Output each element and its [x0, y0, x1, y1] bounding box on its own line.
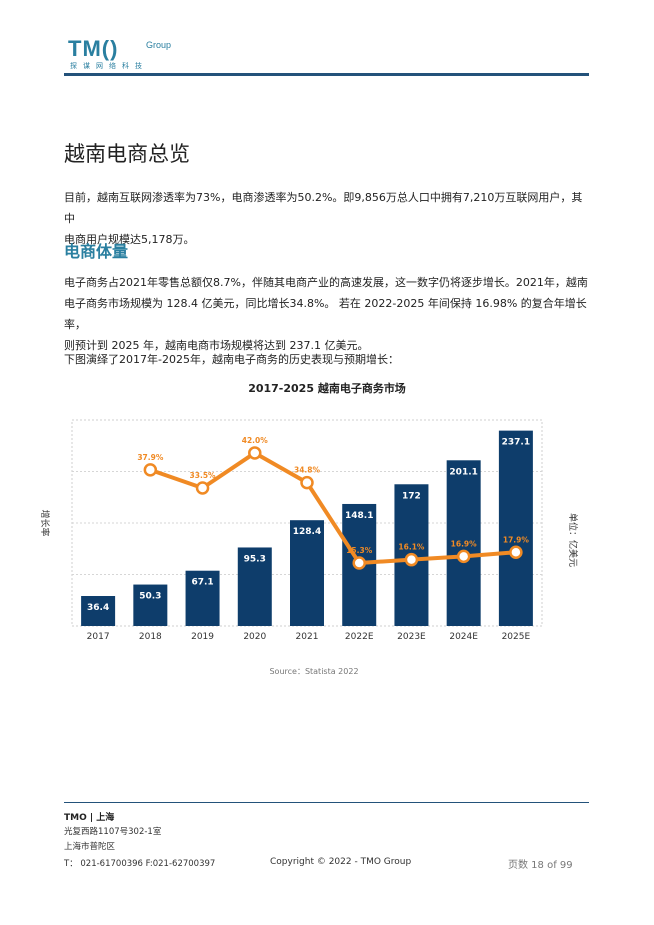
growth-point [456, 549, 471, 564]
bar [498, 430, 533, 626]
growth-value-label: 16.9% [451, 539, 478, 548]
bar [290, 520, 324, 626]
intro-paragraph: 目前，越南互联网渗透率为73%，电商渗透率为50.2%。即9,856万总人口中拥… [64, 187, 589, 250]
logo-wordmark: TM() [68, 36, 119, 61]
footer-address-line: 上海市普陀区 [64, 842, 116, 852]
bar-value-label: 50.3 [139, 592, 161, 602]
growth-value-label: 34.8% [294, 466, 321, 475]
section-heading: 电商体量 [64, 242, 129, 261]
growth-line [149, 450, 517, 565]
x-tick-label: 2017 [87, 632, 110, 642]
body-line: 则预计到 2025 年，越南电商市场规模将达到 237.1 亿美元。 [64, 339, 369, 352]
x-tick-label: 2019 [191, 632, 214, 642]
bar [133, 584, 168, 626]
bar-value-label: 172 [402, 491, 421, 501]
bar [237, 547, 272, 626]
growth-point [300, 475, 314, 490]
footer-address-line: 光复西路1107号302-1室 [64, 827, 162, 837]
growth-point [195, 481, 210, 495]
growth-value-label: 17.9% [503, 535, 530, 544]
bar-value-label: 95.3 [244, 554, 266, 564]
growth-point [404, 552, 419, 567]
x-tick-label: 2023E [397, 632, 426, 642]
growth-point [509, 545, 523, 560]
intro-line: 目前，越南互联网渗透率为73%，电商渗透率为50.2%。即9,856万总人口中拥… [64, 191, 583, 225]
bar [446, 460, 481, 626]
market-chart: 36.4 2017 50.3 2018 67.1 2019 95.3 2020 128.4 202… [39, 419, 579, 642]
bar-value-label: 201.1 [449, 467, 477, 477]
body-line: 电子商务占2021年零售总额仅8.7%，伴随其电商产业的高速发展，这一数字仍将逐… [64, 276, 588, 289]
x-tick-label: 2018 [139, 632, 162, 642]
bar [81, 596, 116, 626]
page-number: 页数 18 of 99 [508, 860, 573, 871]
growth-value-label: 42.0% [242, 436, 269, 445]
growth-value-label: 15.3% [346, 546, 373, 555]
growth-value-label: 33.5% [190, 471, 217, 480]
page-title: 越南电商总览 [64, 142, 190, 166]
growth-point [352, 556, 366, 570]
header-rule [64, 73, 589, 76]
x-tick-label: 2025E [502, 632, 531, 642]
bar-value-label: 36.4 [87, 603, 109, 613]
y-axis-left-label: 增长率 [39, 509, 51, 536]
bar-value-label: 67.1 [191, 578, 213, 588]
logo-group-text: Group [146, 40, 172, 50]
growth-value-label: 37.9% [137, 453, 164, 462]
footer-company: TMO | 上海 [64, 813, 115, 823]
y-axis-right-label: 单位：亿美元 [567, 513, 579, 567]
chart-title: 2017-2025 越南电子商务市场 [248, 382, 406, 395]
footer-rule [64, 802, 589, 803]
body-line: 电子商务市场规模为 128.4 亿美元，同比增长34.8%。 若在 2022-2… [64, 297, 587, 331]
growth-point [143, 463, 158, 477]
intro-line: 电商用户规模达5,178万。 [64, 233, 195, 246]
x-tick-label: 2022E [345, 632, 374, 642]
chart-source: Source：Statista 2022 [269, 667, 359, 676]
bar-value-label: 237.1 [502, 438, 530, 448]
chart-intro: 下图演绎了2017年-2025年，越南电子商务的历史表现与预期增长： [64, 353, 399, 366]
footer-copyright: Copyright © 2022 - TMO Group [270, 857, 412, 867]
x-tick-label: 2021 [296, 632, 319, 642]
x-tick-label: 2020 [243, 632, 266, 642]
company-logo: TM() Group 探谋网络科技 [68, 36, 178, 71]
x-tick-label: 2024E [449, 632, 478, 642]
bar [185, 570, 220, 626]
footer-phone: T： 021-61700396 F:021-62700397 [64, 859, 216, 869]
bar-value-label: 128.4 [293, 527, 321, 537]
growth-value-label: 16.1% [398, 543, 425, 552]
growth-point [248, 446, 262, 460]
body-paragraph: 电子商务占2021年零售总额仅8.7%，伴随其电商产业的高速发展，这一数字仍将逐… [64, 272, 589, 356]
bar-value-label: 148.1 [345, 511, 373, 521]
logo-tagline: 探谋网络科技 [70, 62, 148, 70]
